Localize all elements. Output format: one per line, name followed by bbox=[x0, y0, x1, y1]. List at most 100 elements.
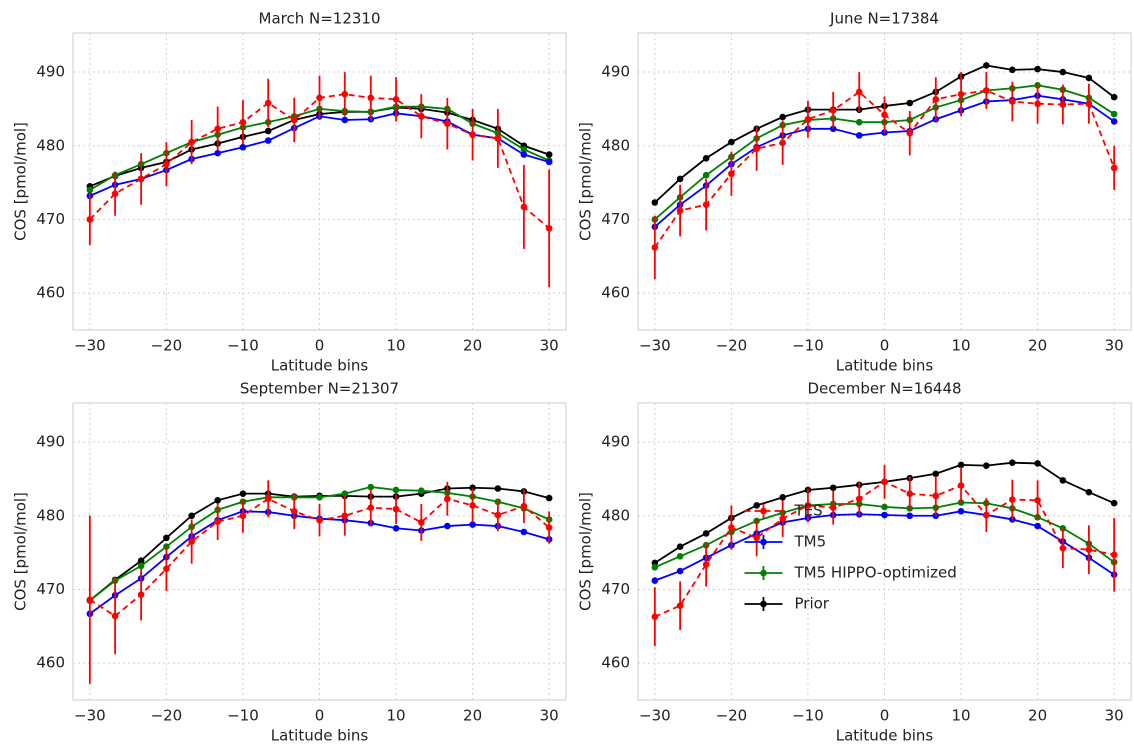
legend-swatch bbox=[760, 538, 767, 546]
data-point bbox=[341, 116, 349, 124]
data-point bbox=[341, 90, 349, 98]
data-point bbox=[906, 490, 914, 497]
data-point bbox=[651, 244, 659, 251]
x-tick-label: 10 bbox=[952, 337, 971, 355]
data-point bbox=[855, 118, 863, 126]
data-point bbox=[881, 503, 888, 511]
x-tick-label: −20 bbox=[151, 707, 183, 725]
data-point bbox=[367, 504, 375, 511]
x-tick-label: 30 bbox=[1105, 337, 1124, 355]
x-tick-label: −20 bbox=[151, 337, 183, 355]
data-point bbox=[469, 131, 476, 139]
x-axis-label: Latitude bins bbox=[271, 357, 369, 375]
data-point bbox=[545, 151, 553, 158]
data-point bbox=[804, 502, 812, 509]
x-tick-label: 10 bbox=[952, 707, 971, 725]
y-tick-label: 480 bbox=[601, 136, 630, 154]
legend-label: TM5 HIPPO-optimized bbox=[794, 564, 957, 582]
data-point bbox=[779, 139, 786, 147]
y-tick-label: 460 bbox=[36, 654, 65, 672]
y-tick-label: 470 bbox=[36, 580, 65, 598]
data-point bbox=[753, 534, 760, 542]
x-tick-label: −20 bbox=[716, 337, 748, 355]
data-point bbox=[188, 512, 195, 520]
data-point bbox=[392, 524, 400, 532]
subplot: 460 470 480 490 −30 −20 −10 0 10 20 30 March N=1231… bbox=[12, 10, 567, 375]
data-point bbox=[316, 516, 323, 524]
data-point bbox=[520, 151, 528, 158]
x-tick-label: 0 bbox=[315, 707, 325, 725]
data-point bbox=[676, 207, 684, 214]
data-point bbox=[341, 512, 349, 520]
data-point bbox=[494, 135, 502, 142]
data-point bbox=[1085, 546, 1093, 553]
x-tick-label: 30 bbox=[540, 707, 559, 725]
x-tick-label: −30 bbox=[74, 707, 106, 725]
legend-swatch bbox=[760, 600, 767, 608]
data-point bbox=[520, 528, 528, 536]
data-point bbox=[702, 154, 710, 162]
data-point bbox=[494, 511, 502, 519]
x-tick-label: 20 bbox=[1028, 337, 1047, 355]
data-point bbox=[137, 557, 145, 565]
data-point bbox=[367, 94, 375, 102]
data-point bbox=[316, 94, 323, 102]
data-point bbox=[855, 495, 863, 503]
data-point bbox=[702, 530, 710, 537]
data-point bbox=[469, 521, 476, 528]
x-tick-label: 10 bbox=[387, 337, 406, 355]
y-tick-label: 490 bbox=[36, 433, 65, 451]
data-point bbox=[702, 201, 710, 209]
data-point bbox=[520, 203, 528, 211]
data-point bbox=[651, 577, 659, 584]
data-point bbox=[290, 116, 298, 124]
data-point bbox=[418, 519, 425, 526]
y-tick-label: 460 bbox=[601, 284, 630, 302]
data-point bbox=[676, 543, 684, 551]
data-point bbox=[702, 561, 710, 568]
subplot-title: June N=17384 bbox=[829, 10, 939, 28]
data-point bbox=[214, 518, 221, 525]
data-point bbox=[1009, 98, 1016, 105]
data-point bbox=[932, 96, 940, 103]
data-point bbox=[545, 494, 553, 502]
data-point bbox=[881, 478, 888, 486]
data-point bbox=[855, 88, 863, 96]
data-point bbox=[1034, 100, 1041, 108]
data-point bbox=[418, 487, 425, 494]
data-point bbox=[239, 118, 247, 126]
data-point bbox=[651, 199, 659, 206]
y-tick-label: 460 bbox=[601, 654, 630, 672]
data-point bbox=[264, 137, 272, 144]
data-point bbox=[1085, 74, 1093, 82]
data-point bbox=[1085, 100, 1093, 108]
data-point bbox=[290, 508, 298, 515]
data-point bbox=[1110, 551, 1118, 559]
y-tick-label: 480 bbox=[36, 136, 65, 154]
data-point bbox=[1110, 118, 1118, 125]
x-tick-label: −30 bbox=[639, 707, 671, 725]
x-tick-label: −10 bbox=[792, 707, 824, 725]
data-point bbox=[214, 496, 221, 504]
data-point bbox=[1034, 65, 1041, 73]
x-tick-label: 20 bbox=[1028, 707, 1047, 725]
data-point bbox=[545, 524, 553, 531]
data-point bbox=[214, 149, 221, 157]
data-point bbox=[1110, 93, 1118, 101]
x-tick-label: 0 bbox=[315, 337, 325, 355]
data-point bbox=[983, 462, 990, 469]
legend-label: Prior bbox=[795, 595, 830, 613]
data-point bbox=[1059, 101, 1067, 108]
data-point bbox=[957, 90, 965, 98]
y-tick-label: 490 bbox=[601, 63, 630, 81]
data-point bbox=[494, 485, 502, 492]
y-axis-label: COS [pmol/mol] bbox=[12, 122, 30, 241]
data-point bbox=[957, 482, 965, 489]
data-point bbox=[1059, 68, 1067, 76]
data-point bbox=[829, 504, 837, 511]
data-point bbox=[1009, 66, 1016, 74]
data-point bbox=[188, 538, 195, 545]
data-point bbox=[264, 495, 272, 503]
data-point bbox=[932, 492, 940, 500]
